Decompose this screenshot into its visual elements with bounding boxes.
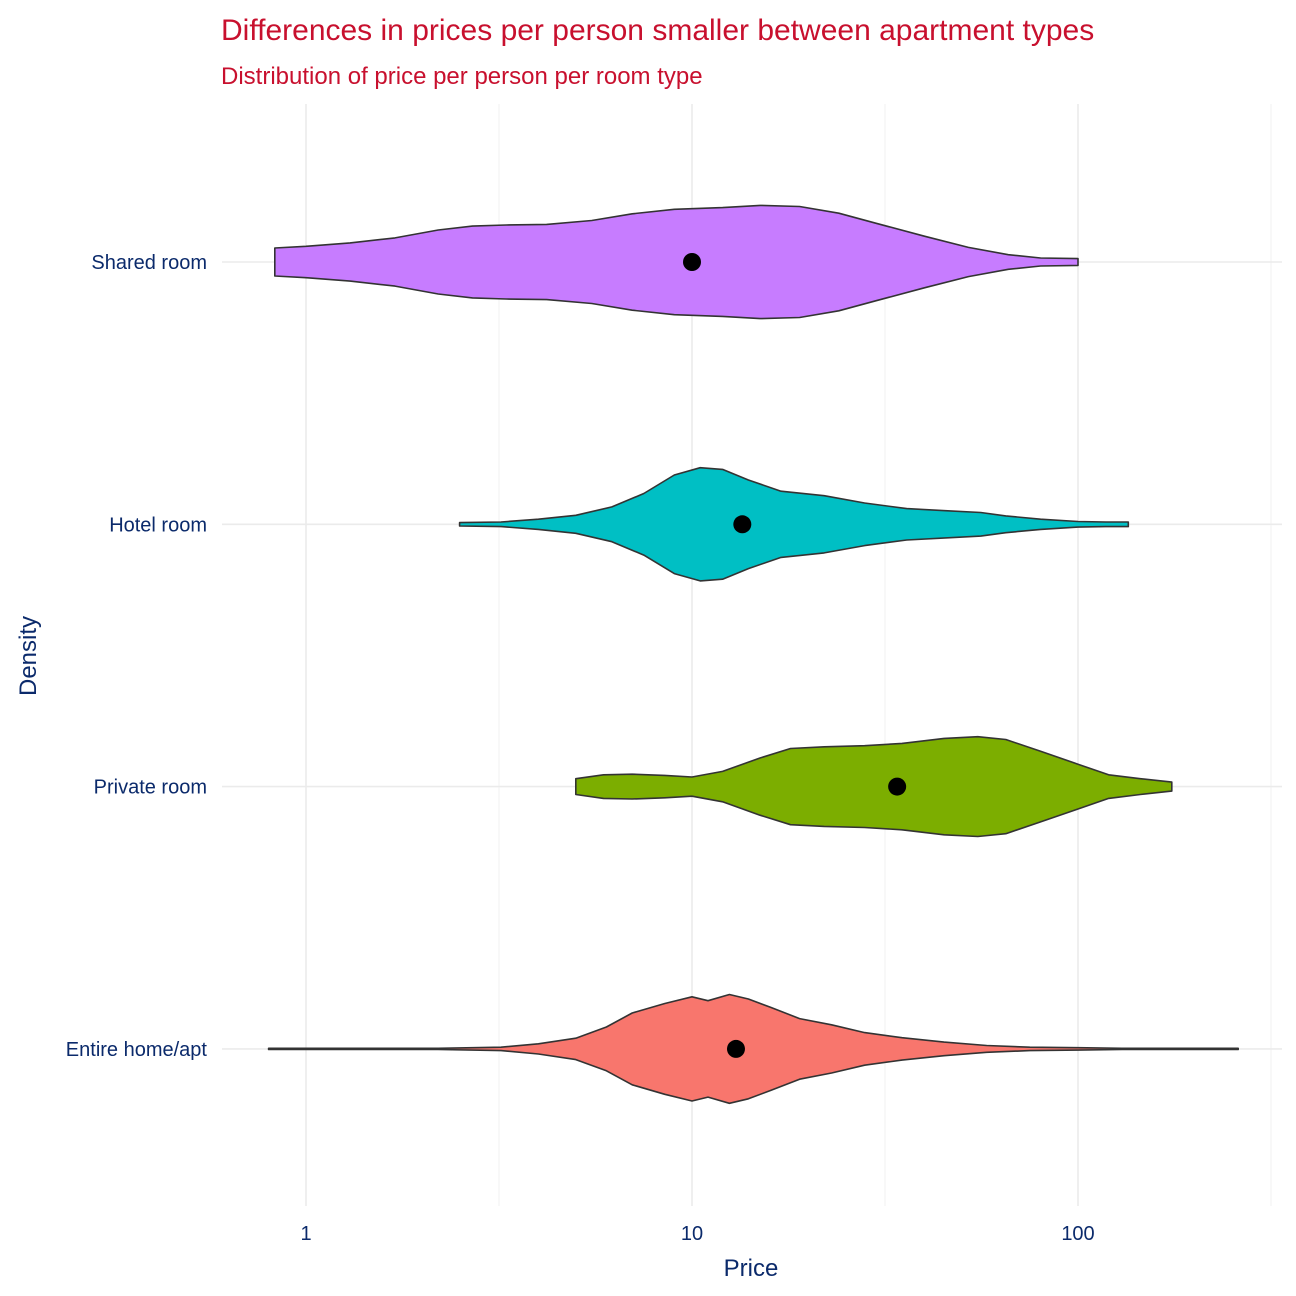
x-tick-label: 10 [681, 1223, 703, 1245]
median-point [888, 777, 907, 796]
violin-shared-room [274, 204, 1079, 320]
y-tick-label: Hotel room [109, 514, 207, 536]
x-axis-title: Price [724, 1255, 779, 1282]
y-axis-title: Density [15, 616, 42, 696]
y-tick-label: Private room [94, 777, 207, 799]
y-tick-label: Shared room [91, 252, 207, 274]
violin-layer [267, 204, 1239, 1105]
median-point [733, 515, 752, 534]
chart-title: Differences in prices per person smaller… [221, 14, 1094, 47]
x-tick-labels: 1 10 100 [300, 1223, 1094, 1245]
x-tick-label: 100 [1061, 1223, 1094, 1245]
median-point [683, 253, 701, 271]
median-layer [683, 253, 907, 1058]
y-tick-labels: Shared room Hotel room Private room Entire … [66, 252, 208, 1061]
median-point [726, 1039, 745, 1058]
violin-hotel-room [458, 466, 1130, 582]
violin-private-room [575, 735, 1173, 838]
chart-subtitle: Distribution of price per person per roo… [221, 63, 703, 90]
x-tick-label: 1 [300, 1223, 311, 1245]
y-tick-label: Entire home/apt [66, 1039, 208, 1061]
violin-entire-home-apt [267, 993, 1239, 1105]
